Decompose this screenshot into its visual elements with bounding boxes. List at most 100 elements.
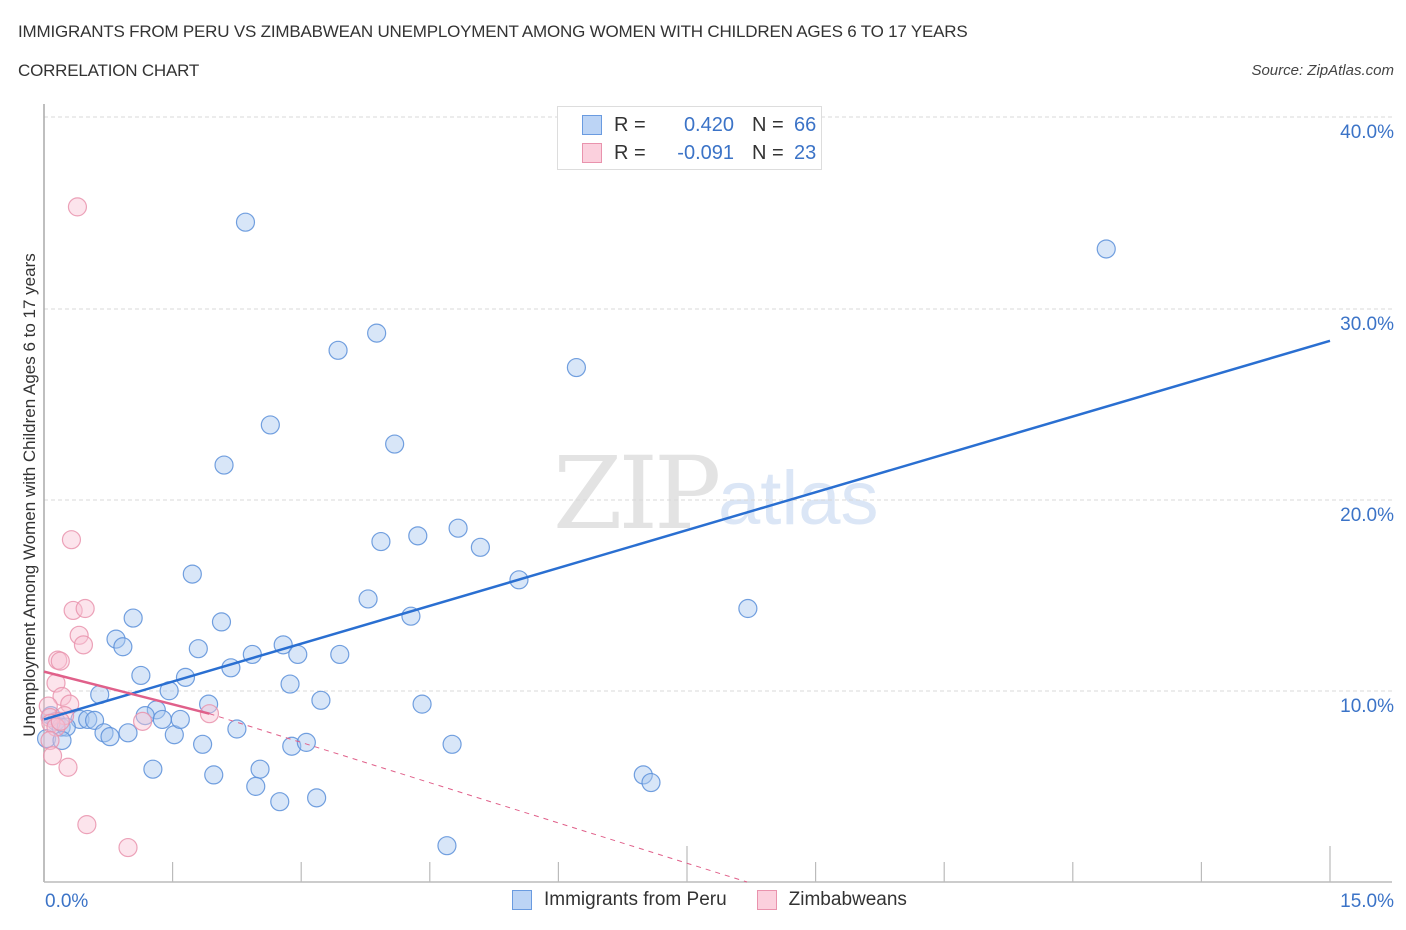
data-point[interactable] — [408, 526, 428, 546]
data-point[interactable] — [311, 690, 331, 710]
trend-lines — [43, 339, 1331, 883]
n-value: 66 — [794, 113, 817, 136]
data-point[interactable] — [51, 717, 71, 737]
data-point[interactable] — [75, 598, 95, 619]
data-point[interactable] — [1096, 239, 1116, 259]
data-point[interactable] — [61, 530, 82, 550]
chart-subtitle: CORRELATION CHART — [18, 61, 200, 80]
data-point[interactable] — [69, 625, 89, 645]
trend-line-peru — [43, 339, 1331, 721]
data-point[interactable] — [42, 746, 63, 766]
legend-label-peru: Immigrants from Peru — [544, 889, 727, 910]
data-point[interactable] — [442, 734, 462, 754]
data-point[interactable] — [182, 564, 202, 584]
source-label: Source: ZipAtlas.com — [1251, 62, 1394, 79]
legend-row-peru: R = 0.420 N = 66 — [582, 113, 816, 137]
data-point[interactable] — [282, 736, 302, 756]
data-point[interactable] — [67, 197, 88, 217]
data-point[interactable] — [738, 598, 758, 619]
y-tick-10: 10.0% — [1340, 696, 1394, 717]
data-point[interactable] — [52, 686, 72, 707]
y-tick-30: 30.0% — [1340, 314, 1394, 335]
data-point[interactable] — [58, 757, 78, 777]
data-point[interactable] — [371, 531, 391, 552]
data-point[interactable] — [641, 772, 661, 793]
r-label: R = — [614, 113, 646, 136]
chart-title: IMMIGRANTS FROM PERU VS ZIMBABWEAN UNEMP… — [18, 22, 968, 41]
data-point[interactable] — [330, 644, 350, 665]
data-point[interactable] — [131, 665, 151, 686]
data-point[interactable] — [633, 765, 653, 785]
data-point[interactable] — [188, 639, 208, 659]
data-point[interactable] — [106, 629, 126, 649]
trend-line-zimbabweans-extended — [209, 713, 748, 883]
legend-row-zimbabweans: R = -0.091 N = 23 — [582, 141, 816, 165]
data-point[interactable] — [250, 759, 270, 779]
data-point[interactable] — [118, 837, 138, 858]
y-tick-40: 40.0% — [1340, 122, 1394, 143]
data-point[interactable] — [152, 709, 172, 730]
gridlines — [44, 116, 1392, 692]
series-legend: Immigrants from Peru Zimbabweans — [512, 889, 937, 911]
data-point[interactable] — [211, 612, 232, 632]
data-point[interactable] — [132, 711, 153, 731]
n-label: N = — [752, 113, 784, 136]
data-point[interactable] — [118, 723, 138, 743]
data-point[interactable] — [412, 694, 432, 714]
legend-item-peru[interactable]: Immigrants from Peru — [512, 889, 727, 911]
data-point[interactable] — [235, 212, 256, 232]
x-tick-15: 15.0% — [1340, 891, 1394, 912]
n-value: 23 — [794, 141, 817, 164]
data-point[interactable] — [214, 455, 234, 475]
data-point[interactable] — [204, 765, 224, 785]
data-point[interactable] — [260, 415, 280, 435]
series-immigrants-from-peru — [36, 212, 1116, 856]
legend-swatch-peru — [512, 890, 532, 910]
data-point[interactable] — [437, 836, 457, 856]
r-label: R = — [614, 141, 646, 164]
data-point[interactable] — [367, 323, 387, 343]
data-point[interactable] — [193, 734, 213, 754]
watermark-zip: ZIP — [553, 435, 721, 552]
legend-swatch-peru — [582, 115, 602, 135]
data-point[interactable] — [358, 589, 378, 609]
r-value: -0.091 — [677, 141, 734, 164]
trend-line-zimbabweans — [43, 670, 210, 715]
data-point[interactable] — [78, 709, 98, 730]
legend-item-zimbabweans[interactable]: Zimbabweans — [756, 889, 907, 911]
legend-label-zimbabweans: Zimbabweans — [788, 889, 907, 910]
data-point[interactable] — [296, 732, 316, 752]
stats-legend: R = 0.420 N = 66 R = -0.091 N = 23 — [557, 106, 822, 170]
data-point[interactable] — [280, 674, 300, 694]
data-point[interactable] — [270, 792, 290, 812]
data-point[interactable] — [307, 788, 327, 808]
series-zimbabweans — [38, 197, 220, 858]
data-point[interactable] — [385, 434, 405, 454]
data-point[interactable] — [50, 651, 70, 671]
y-axis-label: Unemployment Among Women with Children A… — [20, 253, 39, 737]
data-point[interactable] — [448, 518, 468, 538]
legend-swatch-zimbabweans — [582, 143, 602, 163]
data-point[interactable] — [123, 608, 143, 628]
data-point[interactable] — [227, 719, 247, 739]
data-point[interactable] — [328, 340, 348, 360]
r-value: 0.420 — [683, 113, 734, 136]
data-point[interactable] — [288, 644, 308, 665]
data-point[interactable] — [566, 357, 587, 378]
data-point[interactable] — [246, 776, 266, 796]
data-point[interactable] — [170, 709, 190, 730]
data-point[interactable] — [77, 815, 97, 835]
data-point[interactable] — [143, 759, 163, 779]
x-tick-marks — [172, 846, 1331, 882]
legend-swatch-zimbabweans — [756, 890, 777, 910]
x-tick-0: 0.0% — [45, 891, 89, 912]
data-point[interactable] — [63, 600, 83, 621]
data-point[interactable] — [113, 637, 133, 657]
data-point[interactable] — [40, 730, 60, 751]
n-label: N = — [752, 141, 784, 164]
data-point[interactable] — [100, 727, 120, 747]
y-tick-20: 20.0% — [1340, 505, 1394, 526]
data-point[interactable] — [73, 635, 94, 655]
data-point[interactable] — [470, 537, 490, 557]
